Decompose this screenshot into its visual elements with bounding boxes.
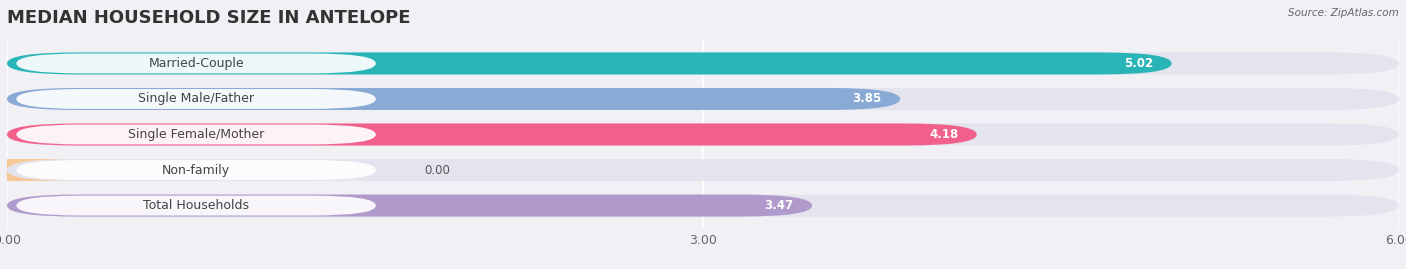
FancyBboxPatch shape [0,159,79,181]
FancyBboxPatch shape [7,52,1399,75]
FancyBboxPatch shape [7,123,977,146]
FancyBboxPatch shape [17,125,375,144]
Text: 3.85: 3.85 [852,93,882,105]
FancyBboxPatch shape [17,89,375,109]
Text: 4.18: 4.18 [929,128,959,141]
FancyBboxPatch shape [17,160,375,180]
Text: Single Male/Father: Single Male/Father [138,93,254,105]
FancyBboxPatch shape [7,159,1399,181]
Text: MEDIAN HOUSEHOLD SIZE IN ANTELOPE: MEDIAN HOUSEHOLD SIZE IN ANTELOPE [7,9,411,27]
Text: 3.47: 3.47 [765,199,793,212]
FancyBboxPatch shape [7,194,1399,217]
Text: Source: ZipAtlas.com: Source: ZipAtlas.com [1288,8,1399,18]
FancyBboxPatch shape [17,196,375,215]
Text: Single Female/Mother: Single Female/Mother [128,128,264,141]
Text: Total Households: Total Households [143,199,249,212]
Text: 0.00: 0.00 [425,164,450,176]
Text: 5.02: 5.02 [1123,57,1153,70]
FancyBboxPatch shape [7,88,900,110]
FancyBboxPatch shape [7,88,1399,110]
FancyBboxPatch shape [7,52,1171,75]
FancyBboxPatch shape [7,194,813,217]
Text: Non-family: Non-family [162,164,231,176]
Text: Married-Couple: Married-Couple [148,57,243,70]
FancyBboxPatch shape [7,123,1399,146]
FancyBboxPatch shape [17,54,375,73]
